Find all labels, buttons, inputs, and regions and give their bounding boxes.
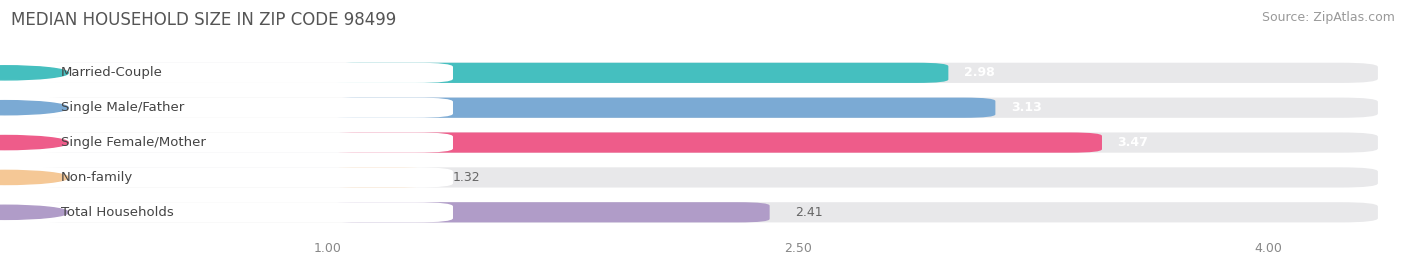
FancyBboxPatch shape <box>30 202 1378 222</box>
FancyBboxPatch shape <box>328 202 769 222</box>
FancyBboxPatch shape <box>0 98 453 118</box>
Text: Source: ZipAtlas.com: Source: ZipAtlas.com <box>1261 11 1395 24</box>
Text: 3.47: 3.47 <box>1118 136 1149 149</box>
Circle shape <box>0 66 69 80</box>
FancyBboxPatch shape <box>0 132 453 153</box>
FancyBboxPatch shape <box>30 98 1378 118</box>
FancyBboxPatch shape <box>328 63 949 83</box>
FancyBboxPatch shape <box>328 98 995 118</box>
FancyBboxPatch shape <box>0 63 453 83</box>
Text: 1.32: 1.32 <box>453 171 481 184</box>
Text: Married-Couple: Married-Couple <box>60 66 163 79</box>
FancyBboxPatch shape <box>0 167 453 187</box>
FancyBboxPatch shape <box>0 202 453 222</box>
Text: Non-family: Non-family <box>60 171 134 184</box>
Circle shape <box>0 170 69 185</box>
Text: 3.13: 3.13 <box>1011 101 1042 114</box>
FancyBboxPatch shape <box>30 63 1378 83</box>
Circle shape <box>0 101 69 115</box>
Text: Total Households: Total Households <box>60 206 174 219</box>
FancyBboxPatch shape <box>328 132 1102 153</box>
Text: MEDIAN HOUSEHOLD SIZE IN ZIP CODE 98499: MEDIAN HOUSEHOLD SIZE IN ZIP CODE 98499 <box>11 11 396 29</box>
FancyBboxPatch shape <box>30 132 1378 153</box>
Text: Single Female/Mother: Single Female/Mother <box>60 136 205 149</box>
Circle shape <box>0 136 69 150</box>
Text: Single Male/Father: Single Male/Father <box>60 101 184 114</box>
FancyBboxPatch shape <box>328 167 427 187</box>
Text: 2.98: 2.98 <box>965 66 995 79</box>
Circle shape <box>0 205 69 220</box>
Text: 2.41: 2.41 <box>794 206 823 219</box>
FancyBboxPatch shape <box>30 167 1378 187</box>
